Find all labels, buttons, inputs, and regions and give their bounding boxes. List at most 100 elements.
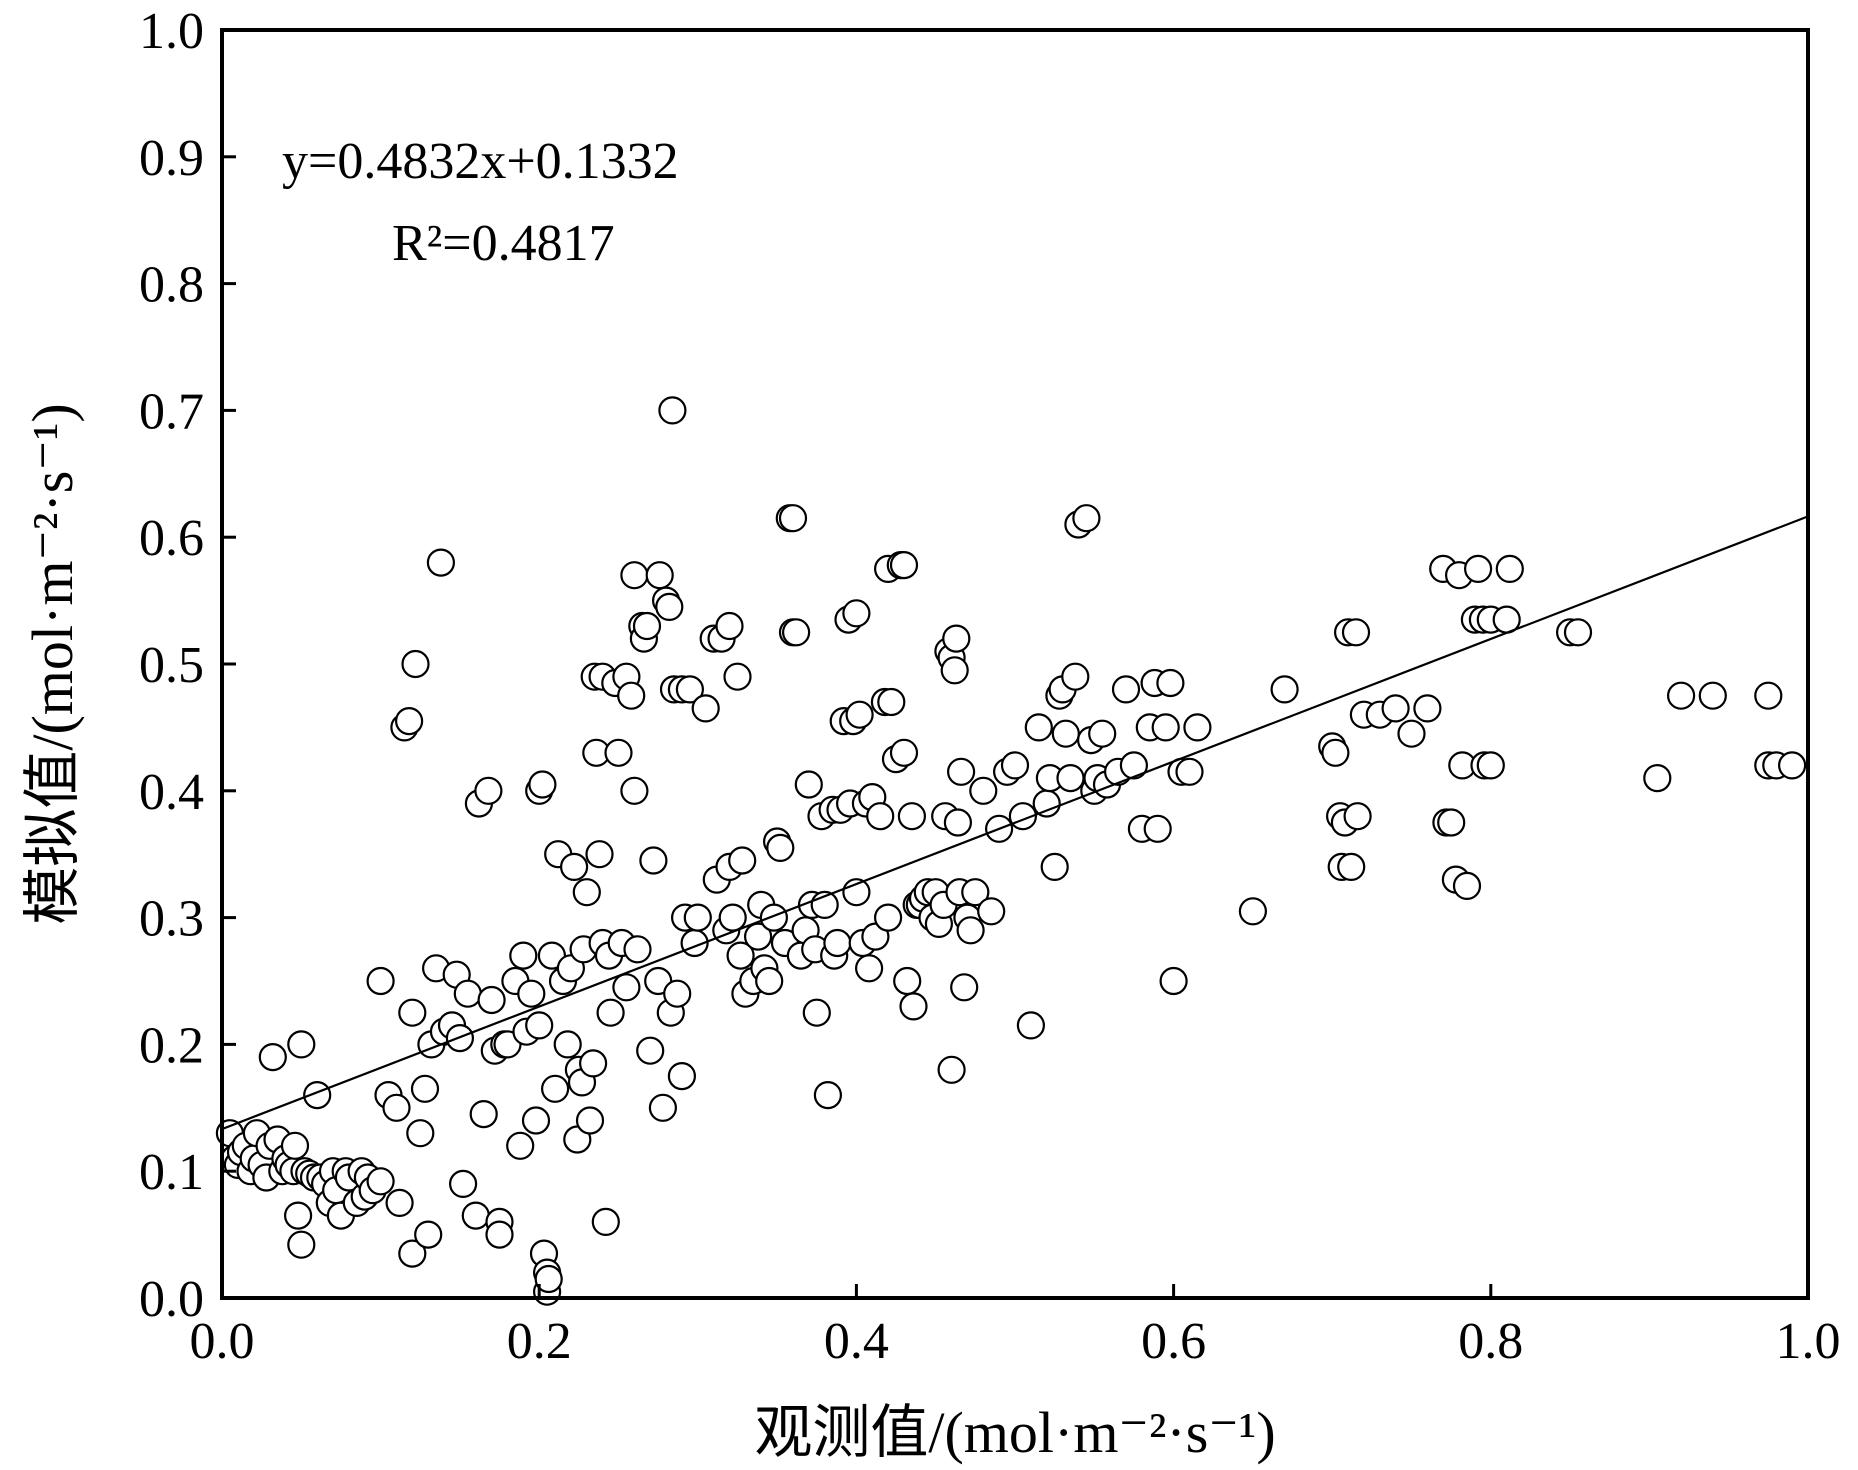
x-tick-label: 0.0	[190, 1313, 255, 1370]
y-tick-label: 0.0	[139, 1271, 204, 1328]
data-point	[873, 903, 903, 932]
data-point	[1175, 757, 1204, 786]
data-point	[1024, 713, 1053, 742]
data-point	[382, 1093, 411, 1122]
data-point	[1111, 675, 1141, 704]
data-point	[1777, 751, 1807, 780]
data-point	[575, 1106, 605, 1135]
y-tick-label: 0.2	[139, 1017, 204, 1074]
data-point	[781, 618, 811, 647]
data-point	[426, 548, 455, 577]
data-point	[658, 396, 687, 425]
data-point	[636, 1036, 665, 1065]
data-point	[1088, 719, 1117, 748]
data-point	[956, 916, 985, 945]
data-point	[1159, 966, 1188, 996]
data-point	[723, 662, 752, 691]
data-point	[1238, 897, 1268, 926]
data-point	[509, 941, 538, 970]
x-axis-ticks: 0.0 0.2 0.4 0.6 0.8 1.0	[190, 1284, 1841, 1370]
data-point	[585, 840, 614, 869]
data-point	[802, 998, 831, 1027]
data-point	[715, 611, 744, 641]
data-point	[449, 1169, 478, 1199]
data-point	[469, 1099, 498, 1129]
data-point	[1452, 871, 1482, 901]
data-point	[1563, 618, 1593, 647]
data-point	[406, 1119, 435, 1148]
data-point	[474, 776, 503, 805]
data-point	[398, 998, 427, 1027]
data-point	[632, 611, 662, 641]
x-tick-label: 1.0	[1776, 1313, 1841, 1370]
data-point	[813, 1080, 843, 1110]
y-axis-ticks: 0.0 0.1 0.2 0.3 0.4 0.5 0.6 0.7 0.8 0.9 1.0	[139, 3, 236, 1328]
data-point	[1337, 852, 1366, 882]
data-point	[946, 757, 976, 786]
data-point	[683, 903, 712, 932]
data-point	[961, 878, 990, 907]
data-point	[401, 649, 430, 679]
data-point	[1051, 719, 1080, 748]
data-point	[823, 928, 852, 958]
data-point	[842, 599, 871, 628]
data-point	[620, 776, 649, 805]
data-point	[303, 1080, 332, 1110]
data-point	[1072, 504, 1101, 533]
data-point	[1643, 763, 1672, 793]
data-point	[258, 1042, 287, 1072]
data-point	[639, 846, 668, 875]
data-point	[969, 776, 998, 805]
data-point	[1032, 789, 1061, 818]
data-point	[1666, 681, 1696, 710]
data-point	[759, 903, 789, 932]
data-point	[612, 973, 641, 1002]
data-point	[897, 802, 927, 831]
data-point	[559, 852, 589, 882]
data-point	[766, 833, 795, 863]
data-point	[280, 1131, 310, 1160]
data-point	[525, 1011, 554, 1040]
data-point	[663, 979, 692, 1008]
x-tick-label: 0.8	[1458, 1313, 1523, 1370]
data-point	[623, 935, 652, 964]
data-point	[778, 504, 808, 533]
data-point	[366, 966, 395, 996]
data-point	[517, 979, 546, 1008]
data-point	[1061, 662, 1090, 691]
data-point	[540, 1074, 570, 1103]
data-point	[553, 1030, 582, 1059]
y-tick-label: 0.6	[139, 510, 204, 567]
data-point	[521, 1106, 551, 1135]
data-point	[284, 1201, 313, 1230]
data-point	[1156, 668, 1185, 698]
data-point	[1397, 719, 1426, 748]
data-point	[854, 954, 884, 983]
y-tick-label: 1.0	[139, 3, 204, 60]
y-tick-label: 0.8	[139, 257, 204, 314]
data-point	[899, 992, 928, 1021]
data-point	[1183, 713, 1212, 742]
data-point	[1495, 554, 1524, 584]
data-point	[398, 1239, 427, 1268]
data-point	[743, 922, 773, 951]
data-point	[461, 1201, 490, 1230]
data-point	[645, 561, 674, 590]
y-tick-label: 0.5	[139, 637, 204, 694]
data-point	[675, 675, 705, 704]
data-point	[1000, 751, 1030, 780]
r-squared-label: R²=0.4817	[392, 215, 615, 272]
x-tick-label: 0.4	[824, 1313, 889, 1370]
data-point	[1476, 751, 1505, 780]
data-point	[977, 897, 1006, 926]
data-point	[794, 770, 823, 799]
data-point	[943, 808, 973, 837]
data-point	[1754, 681, 1783, 710]
data-point	[1413, 694, 1442, 723]
data-point	[845, 700, 874, 729]
data-point	[414, 1220, 443, 1249]
x-tick-label: 0.2	[507, 1313, 572, 1370]
data-point	[940, 656, 969, 685]
